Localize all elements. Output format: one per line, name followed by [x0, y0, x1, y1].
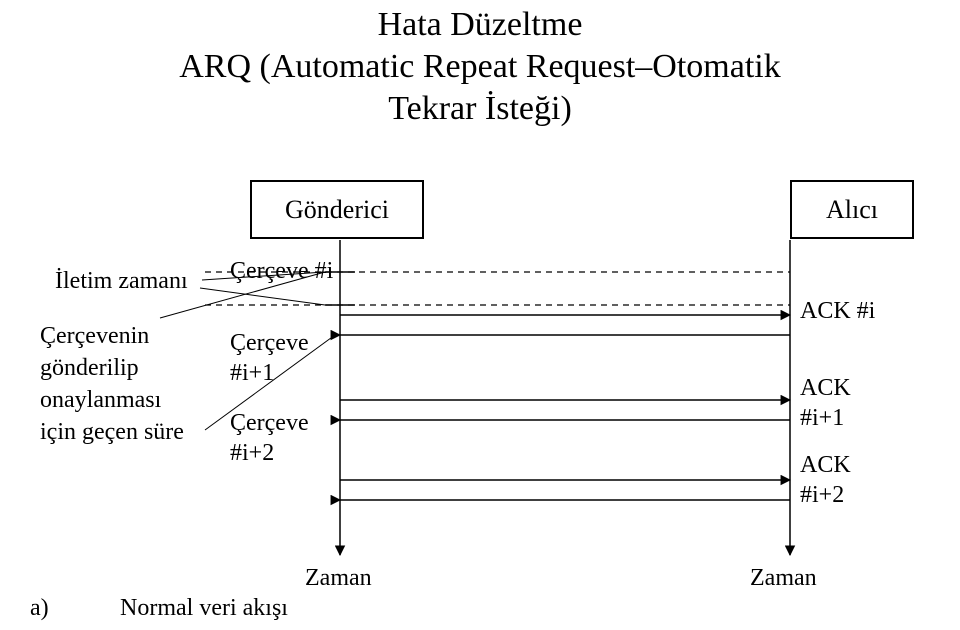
- ack-i-label: ACK #i: [800, 298, 875, 325]
- ack-i1-label-b: #i+1: [800, 405, 844, 432]
- cerceve-block-label: Çerçevenin gönderilip onaylanması için g…: [40, 320, 184, 448]
- ack-i2-label-a: ACK: [800, 452, 851, 479]
- receiver-label: Alıcı: [826, 195, 878, 225]
- sender-label: Gönderici: [285, 195, 389, 225]
- frame-i2-label-a: Çerçeve: [230, 410, 309, 437]
- frame-i1-label-a: Çerçeve: [230, 330, 309, 357]
- ack-i2-label-b: #i+2: [800, 482, 844, 509]
- frame-i2-label-b: #i+2: [230, 440, 274, 467]
- title-line-3: Tekrar İsteği): [0, 90, 960, 128]
- zaman-left-label: Zaman: [305, 565, 372, 592]
- diagram-canvas: Hata Düzeltme ARQ (Automatic Repeat Requ…: [0, 0, 960, 630]
- frame-i-label: Çerçeve #i: [230, 258, 333, 285]
- title-line-1: Hata Düzeltme: [0, 6, 960, 44]
- zaman-right-label: Zaman: [750, 565, 817, 592]
- receiver-box: Alıcı: [790, 180, 914, 239]
- ack-i1-label-a: ACK: [800, 375, 851, 402]
- sender-box: Gönderici: [250, 180, 424, 239]
- title-line-2: ARQ (Automatic Repeat Request–Otomatik: [0, 48, 960, 86]
- frame-i1-label-b: #i+1: [230, 360, 274, 387]
- iletim-pointer-2: [200, 288, 325, 305]
- footer-text: Normal veri akışı: [120, 595, 288, 622]
- iletim-zamani-label: İletim zamanı: [55, 268, 188, 295]
- footer-prefix: a): [30, 595, 49, 622]
